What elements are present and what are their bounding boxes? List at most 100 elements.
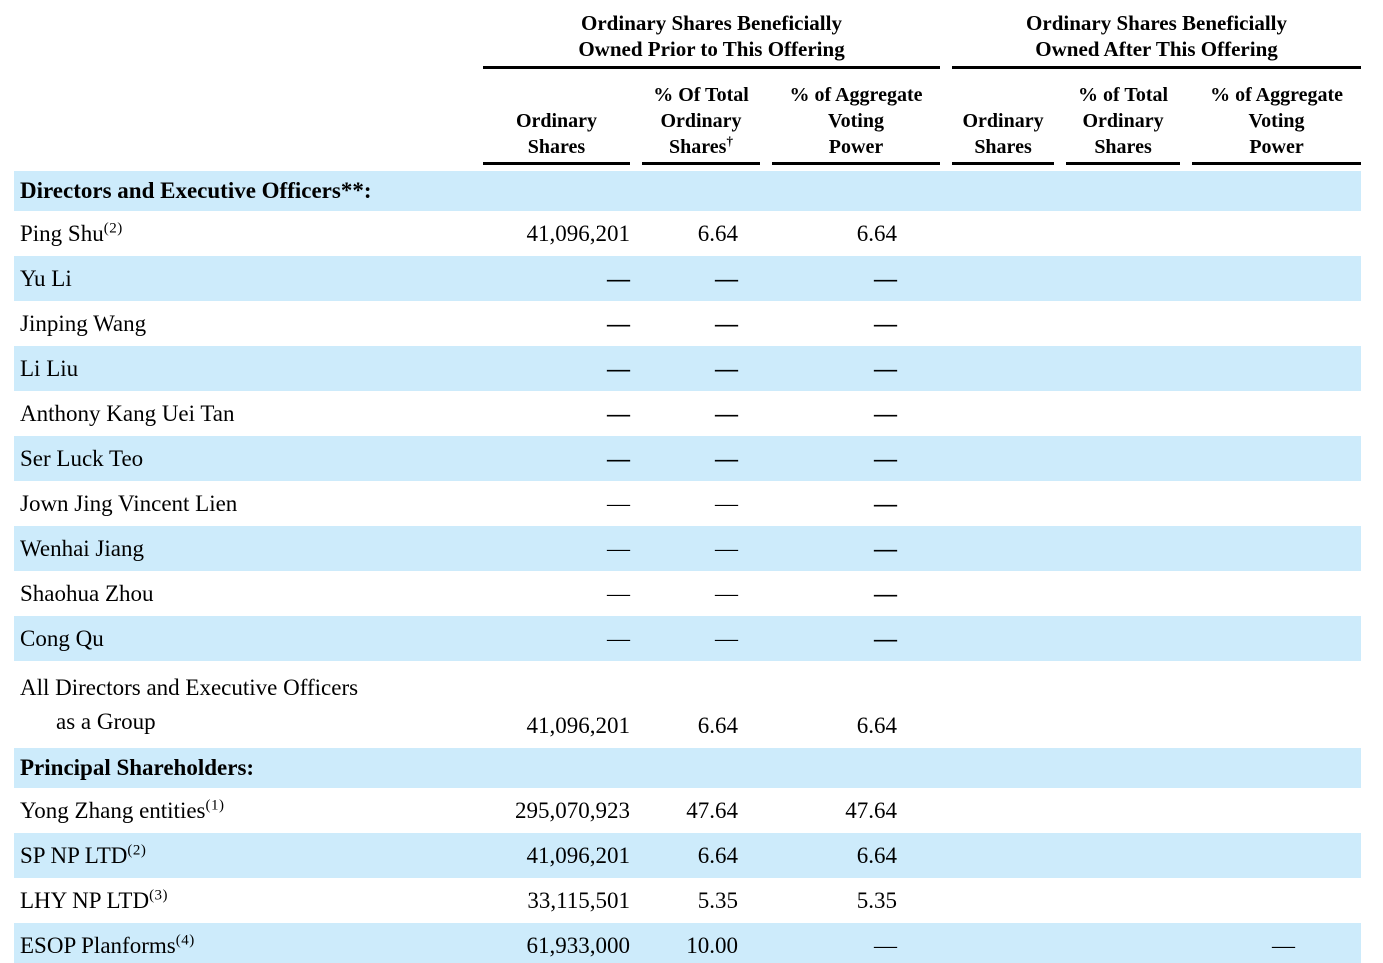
- value-cell: —: [469, 616, 630, 661]
- value-cell: [940, 301, 1054, 346]
- value-cell: —: [607, 490, 630, 516]
- value-cell: [940, 211, 1054, 256]
- value-cell: [940, 256, 1055, 301]
- value-cell: —: [715, 400, 738, 426]
- value-cell: 6.64: [856, 220, 898, 246]
- holder-name: Yu Li: [14, 256, 469, 301]
- value-cell: 47.64: [845, 797, 898, 823]
- table-row: SP NP LTD(2) 41,096,201 6.64 6.64: [14, 833, 1362, 878]
- footnote-marker: (2): [127, 841, 147, 858]
- holder-name: Wenhai Jiang: [14, 526, 469, 571]
- column-header: % of Total Ordinary Shares: [1054, 69, 1181, 171]
- section-label: Principal Shareholders:: [14, 748, 1362, 788]
- value-cell: [1054, 211, 1180, 256]
- holder-name: Li Liu: [14, 346, 469, 391]
- table-row: Jown Jing Vincent Lien — — —: [14, 481, 1361, 526]
- value-cell: [940, 526, 1055, 571]
- column-header-label: % of Aggregate Voting Power: [772, 82, 941, 165]
- value-cell: [940, 788, 1054, 833]
- column-header-label: % of Total Ordinary Shares: [1066, 82, 1181, 165]
- holder-name: Shaohua Zhou: [20, 580, 154, 606]
- column-header-label: Ordinary Shares: [483, 108, 630, 165]
- holder-name: All Directors and Executive Officers as a…: [14, 661, 469, 748]
- value-cell: [1054, 481, 1180, 526]
- table-row: Yu Li — — —: [14, 256, 1362, 301]
- holder-name: Anthony Kang Uei Tan: [20, 400, 235, 426]
- value-cell: —: [469, 346, 630, 391]
- value-cell: [1180, 256, 1362, 301]
- column-header-label: % of Aggregate Voting Power: [1192, 82, 1362, 165]
- value-cell: —: [760, 526, 941, 571]
- table-row: All Directors and Executive Officers as a…: [14, 661, 1361, 748]
- value-cell: —: [469, 256, 630, 301]
- value-cell: —: [874, 400, 898, 426]
- holder-name: Ser Luck Teo: [14, 436, 469, 481]
- value-cell: [1180, 436, 1362, 481]
- value-cell: [940, 923, 1055, 963]
- value-cell: 41,096,201: [469, 833, 630, 878]
- table-row: Cong Qu — — —: [14, 616, 1362, 661]
- value-cell: [1054, 661, 1180, 748]
- holder-name: Jinping Wang: [20, 310, 147, 336]
- value-cell: [1054, 391, 1180, 436]
- table-body: Directors and Executive Officers**: Ping …: [14, 171, 1362, 963]
- value-cell: 47.64: [686, 797, 738, 823]
- value-cell: 5.35: [856, 887, 898, 913]
- holder-name: Cong Qu: [14, 616, 469, 661]
- section-label: Directors and Executive Officers**:: [14, 171, 1362, 211]
- value-cell: [1180, 571, 1361, 616]
- value-cell: [940, 391, 1054, 436]
- value-cell: —: [760, 346, 941, 391]
- column-header-label: Ordinary Shares: [952, 108, 1055, 165]
- value-cell: [940, 481, 1054, 526]
- table-row: Anthony Kang Uei Tan — — —: [14, 391, 1361, 436]
- column-header-row: Ordinary Shares% Of Total Ordinary Shares†%…: [14, 69, 1362, 171]
- value-cell: —: [760, 616, 941, 661]
- holder-name: SP NP LTD(2): [14, 833, 469, 878]
- value-cell: [1180, 391, 1361, 436]
- column-header: % of Aggregate Voting Power: [760, 69, 941, 171]
- value-cell: [1180, 346, 1362, 391]
- value-cell: [1054, 833, 1181, 878]
- table-row: Yong Zhang entities(1) 295,070,923 47.64 47…: [14, 788, 1361, 833]
- name-column-spacer: [14, 69, 469, 171]
- value-cell: [1180, 616, 1362, 661]
- holder-name-line2: as a Group: [56, 709, 156, 734]
- value-cell: 6.64: [630, 833, 760, 878]
- value-cell: —: [607, 580, 630, 606]
- holder-name: Jown Jing Vincent Lien: [20, 490, 238, 516]
- value-cell: [1180, 661, 1361, 748]
- value-cell: —: [760, 923, 941, 963]
- table-row: Wenhai Jiang — — —: [14, 526, 1362, 571]
- holder-name: Yong Zhang entities(1): [20, 796, 225, 823]
- value-cell: 6.64: [697, 220, 738, 246]
- value-cell: 61,933,000: [469, 923, 630, 963]
- group-header-after: Ordinary Shares Beneficially Owned After …: [940, 6, 1362, 69]
- value-cell: —: [715, 310, 738, 336]
- value-cell: —: [630, 256, 760, 301]
- table-row: Li Liu — — —: [14, 346, 1362, 391]
- holder-name-line1: All Directors and Executive Officers: [20, 675, 359, 700]
- footnote-marker: (2): [103, 219, 123, 236]
- value-cell: —: [760, 436, 941, 481]
- column-header-label: % Of Total Ordinary Shares†: [642, 82, 760, 165]
- dagger-footnote-marker: †: [726, 133, 733, 149]
- value-cell: [1180, 301, 1361, 346]
- value-cell: [940, 833, 1055, 878]
- group-header-prior-title: Ordinary Shares Beneficially Owned Prior …: [483, 6, 941, 69]
- column-header: Ordinary Shares: [469, 69, 630, 171]
- table-header: Ordinary Shares Beneficially Owned Prior …: [14, 6, 1362, 171]
- value-cell: 33,115,501: [527, 887, 630, 913]
- table-row: LHY NP LTD(3) 33,115,501 5.35 5.35: [14, 878, 1361, 923]
- value-cell: —: [630, 436, 760, 481]
- group-header-prior: Ordinary Shares Beneficially Owned Prior …: [469, 6, 941, 69]
- value-cell: [1180, 481, 1361, 526]
- value-cell: —: [630, 616, 760, 661]
- value-cell: [1054, 571, 1180, 616]
- value-cell: [1054, 788, 1180, 833]
- value-cell: [1054, 346, 1181, 391]
- value-cell: 6.64: [760, 833, 941, 878]
- value-cell: —: [715, 490, 738, 516]
- value-cell: [1054, 616, 1181, 661]
